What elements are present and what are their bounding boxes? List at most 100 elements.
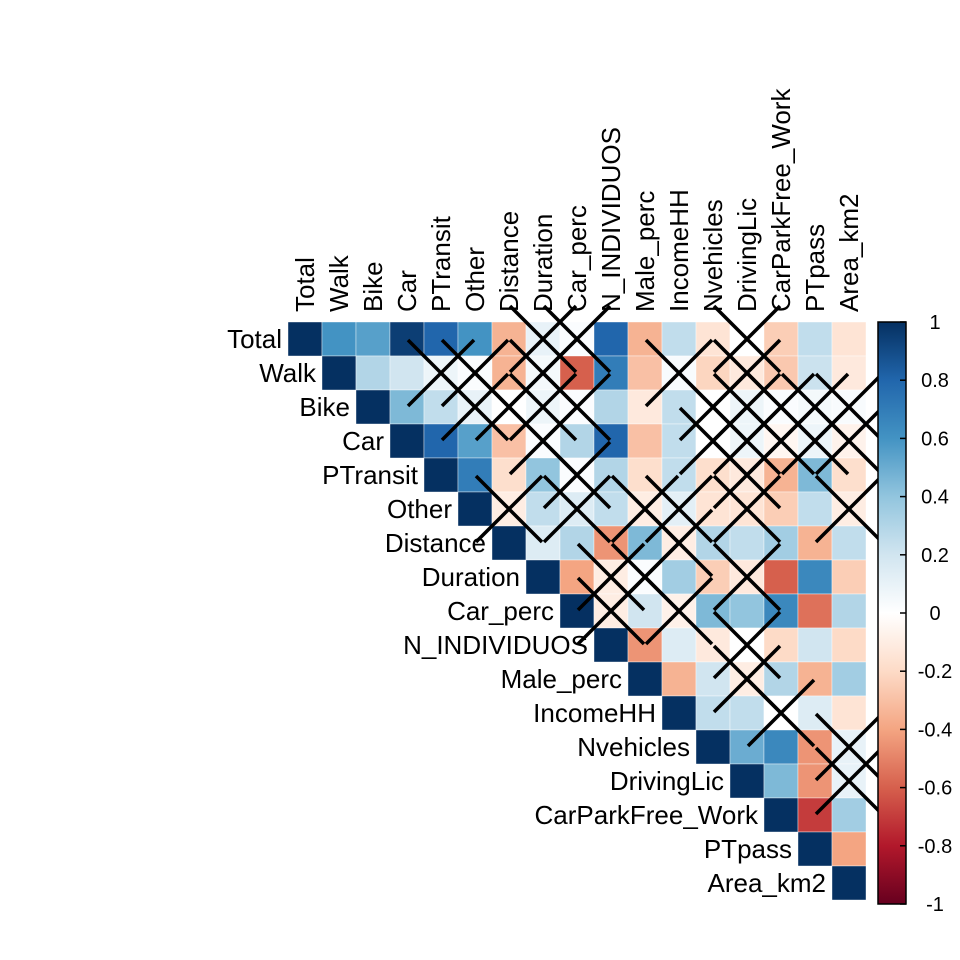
heatmap-cell <box>763 559 799 595</box>
column-label: Area_km2 <box>834 194 864 313</box>
heatmap-cell <box>831 321 867 357</box>
heatmap-cell <box>831 865 867 901</box>
heatmap-cell <box>355 355 391 391</box>
row-label: Bike <box>299 392 350 422</box>
heatmap-cell <box>797 627 833 663</box>
heatmap-cell <box>491 525 527 561</box>
insignificant-cross-mark <box>712 542 782 612</box>
colorbar-tick-label: 0.4 <box>921 487 949 509</box>
heatmap-cell <box>593 321 629 357</box>
column-label: Other <box>460 247 490 312</box>
heatmap-cell <box>559 593 595 629</box>
insignificant-cross-mark <box>576 542 646 612</box>
row-label: Car <box>342 426 384 456</box>
colorbar-tick-label: -0.2 <box>918 661 952 683</box>
row-label: Male_perc <box>501 664 622 694</box>
insignificant-cross-mark <box>814 746 884 816</box>
heatmap-cell <box>355 389 391 425</box>
insignificant-cross-mark <box>644 474 714 544</box>
column-label: Duration <box>528 214 558 312</box>
heatmap-cell <box>661 559 697 595</box>
heatmap-cell <box>831 661 867 697</box>
heatmap-cell <box>321 321 357 357</box>
row-label: Area_km2 <box>708 868 827 898</box>
heatmap-cell <box>593 389 629 425</box>
heatmap-cell <box>729 763 765 799</box>
colorbar-tick-label: -0.8 <box>918 836 952 858</box>
colorbar-tick-label: 0.6 <box>921 428 949 450</box>
row-label: Duration <box>422 562 520 592</box>
column-label: Bike <box>358 261 388 312</box>
heatmap-cell <box>627 423 663 459</box>
insignificant-cross-mark <box>712 474 782 544</box>
heatmap-cell <box>763 797 799 833</box>
heatmap-cell <box>423 457 459 493</box>
colorbar-tick-label: 0 <box>929 603 940 625</box>
insignificance-marks <box>406 304 884 816</box>
column-label: CarParkFree_Work <box>766 88 796 312</box>
heatmap-cell <box>831 559 867 595</box>
column-label: DrivingLic <box>732 198 762 312</box>
heatmap-cell <box>831 831 867 867</box>
row-label: PTpass <box>704 834 792 864</box>
row-label: Other <box>387 494 452 524</box>
colorbar-tick-label: -0.4 <box>918 719 952 741</box>
heatmap-cell <box>355 321 391 357</box>
colorbar-tick-label: 1 <box>929 312 940 334</box>
heatmap-cell <box>831 525 867 561</box>
heatmap-cell <box>797 831 833 867</box>
insignificant-cross-mark <box>712 610 782 680</box>
insignificant-cross-mark <box>508 304 578 374</box>
colorbar-tick-label: -1 <box>926 894 944 916</box>
row-label: IncomeHH <box>533 698 656 728</box>
heatmap-cell <box>831 797 867 833</box>
insignificant-cross-mark <box>508 372 578 442</box>
row-label: CarParkFree_Work <box>535 800 759 830</box>
heatmap-cell <box>763 729 799 765</box>
insignificant-cross-mark <box>712 406 782 476</box>
heatmap-cell <box>797 559 833 595</box>
column-label: Distance <box>494 211 524 312</box>
heatmap-cell <box>763 627 799 663</box>
heatmap-cell <box>797 321 833 357</box>
heatmap-cell <box>321 355 357 391</box>
row-label: Walk <box>259 358 317 388</box>
insignificant-cross-mark <box>780 406 850 476</box>
row-label: Nvehicles <box>577 732 690 762</box>
insignificant-cross-mark <box>814 474 884 544</box>
insignificant-cross-mark <box>814 712 884 782</box>
heatmap-cell <box>593 627 629 663</box>
heatmap-cell <box>831 593 867 629</box>
colorbar-tick-label: 0.8 <box>921 370 949 392</box>
insignificant-cross-mark <box>712 440 782 510</box>
heatmap-cell <box>661 321 697 357</box>
insignificant-cross-mark <box>576 576 646 646</box>
heatmap-cell <box>797 593 833 629</box>
column-label: Walk <box>324 254 354 312</box>
heatmap-cell <box>797 661 833 697</box>
column-label: Total <box>290 257 320 312</box>
insignificant-cross-mark <box>746 678 816 748</box>
heatmap-cell <box>661 627 697 663</box>
heatmap-cell <box>661 661 697 697</box>
insignificant-cross-mark <box>644 576 714 646</box>
row-label: Car_perc <box>447 596 554 626</box>
column-label: Male_perc <box>630 191 660 312</box>
row-label: N_INDIVIDUOS <box>403 630 588 660</box>
row-label: PTransit <box>322 460 419 490</box>
column-label: Car_perc <box>562 205 592 312</box>
colorbar-legend: 1 0.8 0.6 0.4 0.2 0 -0.2 -0.4 -0.6 -0.8 -1 <box>877 312 952 916</box>
row-labels: Total Walk Bike Car PTransit Other Distance Dur… <box>227 324 826 898</box>
heatmap-cell <box>661 695 697 731</box>
insignificant-cross-mark <box>474 474 544 544</box>
row-label: Distance <box>385 528 486 558</box>
colorbar-tick-label: -0.6 <box>918 778 952 800</box>
heatmap-cell <box>287 321 323 357</box>
heatmap-cell <box>695 729 731 765</box>
column-label: IncomeHH <box>664 189 694 312</box>
heatmap-cell <box>525 559 561 595</box>
colorbar-tick-label: 0.2 <box>921 545 949 567</box>
column-label: Nvehicles <box>698 199 728 312</box>
heatmap-cell <box>389 423 425 459</box>
